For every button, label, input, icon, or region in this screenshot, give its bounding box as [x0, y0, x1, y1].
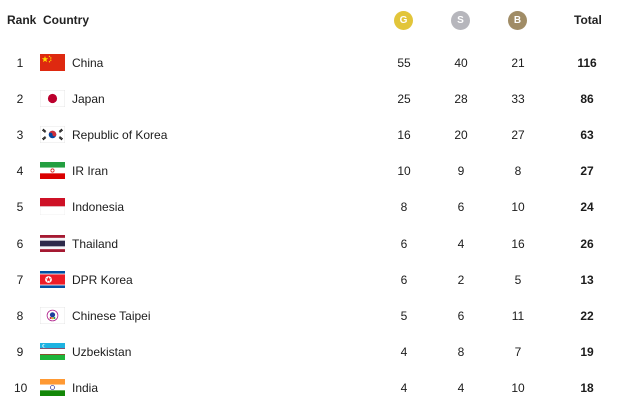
country-name: IR Iran	[72, 164, 109, 179]
country-name: Japan	[72, 92, 105, 107]
silver-count: 2	[457, 272, 465, 287]
gold-count: 6	[400, 236, 408, 251]
country-name: Chinese Taipei	[72, 308, 151, 323]
gold-count: 6	[400, 272, 408, 287]
table-row: 6 Thailand 6 4 16 26	[0, 226, 644, 262]
bronze-count: 5	[514, 272, 522, 287]
bronze-count: 16	[511, 236, 525, 251]
bronze-count: 10	[511, 200, 525, 215]
table-row: 5 Indonesia 8 6 10 24	[0, 189, 644, 225]
total-column-header: Total	[574, 13, 602, 27]
total-count: 22	[580, 308, 594, 323]
rank-column-header: Rank	[7, 13, 37, 27]
total-count: 18	[580, 380, 594, 395]
bronze-medal-icon: B	[508, 11, 527, 30]
rank-cell: 2	[16, 92, 24, 107]
country-name: DPR Korea	[72, 272, 133, 287]
silver-count: 20	[454, 128, 468, 143]
rank-cell: 5	[16, 200, 24, 215]
table-row: 9 Uzbekistan 4 8 7 19	[0, 334, 644, 370]
gold-count: 10	[397, 164, 411, 179]
bronze-count: 27	[511, 128, 525, 143]
table-row: 2 Japan 25 28 33 86	[0, 81, 644, 117]
dpr-korea-flag-icon	[40, 270, 65, 288]
total-count: 24	[580, 200, 594, 215]
gold-medal-icon: G	[394, 11, 413, 30]
rank-cell: 6	[16, 236, 24, 251]
country-name: Uzbekistan	[72, 344, 132, 359]
total-count: 63	[580, 128, 594, 143]
silver-count: 6	[457, 308, 465, 323]
silver-count: 8	[457, 344, 465, 359]
rank-cell: 10	[14, 380, 28, 395]
bronze-count: 7	[514, 344, 522, 359]
gold-count: 55	[397, 56, 411, 70]
table-row: 3 Republic of Korea 16 20 27 63	[0, 117, 644, 153]
silver-count: 4	[457, 380, 465, 395]
rank-cell: 7	[16, 272, 24, 287]
table-row: 10 India 4 4 10 18	[0, 370, 644, 406]
chinese-taipei-flag-icon	[40, 306, 65, 324]
total-count: 116	[577, 56, 597, 70]
india-flag-icon	[40, 378, 65, 396]
silver-count: 6	[457, 200, 465, 215]
bronze-count: 33	[511, 92, 525, 107]
silver-count: 28	[454, 92, 468, 107]
china-flag-icon	[40, 54, 65, 71]
silver-count: 40	[454, 56, 468, 70]
table-row: 7 DPR Korea 6 2 5 13	[0, 262, 644, 298]
japan-flag-icon	[40, 90, 65, 108]
country-name: China	[72, 56, 104, 70]
bronze-count: 10	[511, 380, 525, 395]
table-row: 8 Chinese Taipei 5 6 11 22	[0, 298, 644, 334]
total-count: 26	[580, 236, 594, 251]
total-count: 13	[580, 272, 594, 287]
gold-count: 4	[400, 344, 408, 359]
bronze-count: 11	[511, 308, 525, 323]
table-row: 4 IR Iran 10 9 8 27	[0, 153, 644, 189]
gold-count: 5	[400, 308, 408, 323]
country-name: Thailand	[72, 236, 119, 251]
gold-count: 4	[400, 380, 408, 395]
total-count: 19	[580, 344, 594, 359]
rank-cell: 4	[16, 164, 24, 179]
iran-flag-icon	[40, 162, 65, 180]
rank-cell: 8	[16, 308, 24, 323]
total-count: 27	[580, 164, 594, 179]
rank-cell: 9	[16, 344, 24, 359]
korea-flag-icon	[40, 126, 65, 144]
gold-count: 8	[400, 200, 408, 215]
rank-cell: 1	[16, 56, 24, 70]
silver-count: 4	[457, 236, 465, 251]
uzbekistan-flag-icon	[40, 342, 65, 360]
indonesia-flag-icon	[40, 198, 65, 216]
rank-cell: 3	[16, 128, 24, 143]
silver-medal-icon: S	[451, 11, 470, 30]
gold-count: 16	[397, 128, 411, 143]
bronze-count: 8	[514, 164, 522, 179]
country-name: India	[72, 380, 99, 395]
country-name: Indonesia	[72, 200, 125, 215]
country-column-header: Country	[43, 13, 89, 27]
table-row: 1 China 55 40 21 116	[0, 45, 644, 81]
bronze-count: 21	[511, 56, 525, 70]
country-name: Republic of Korea	[72, 128, 168, 143]
gold-count: 25	[397, 92, 411, 107]
silver-count: 9	[457, 164, 465, 179]
thailand-flag-icon	[40, 234, 65, 252]
total-count: 86	[580, 92, 594, 107]
